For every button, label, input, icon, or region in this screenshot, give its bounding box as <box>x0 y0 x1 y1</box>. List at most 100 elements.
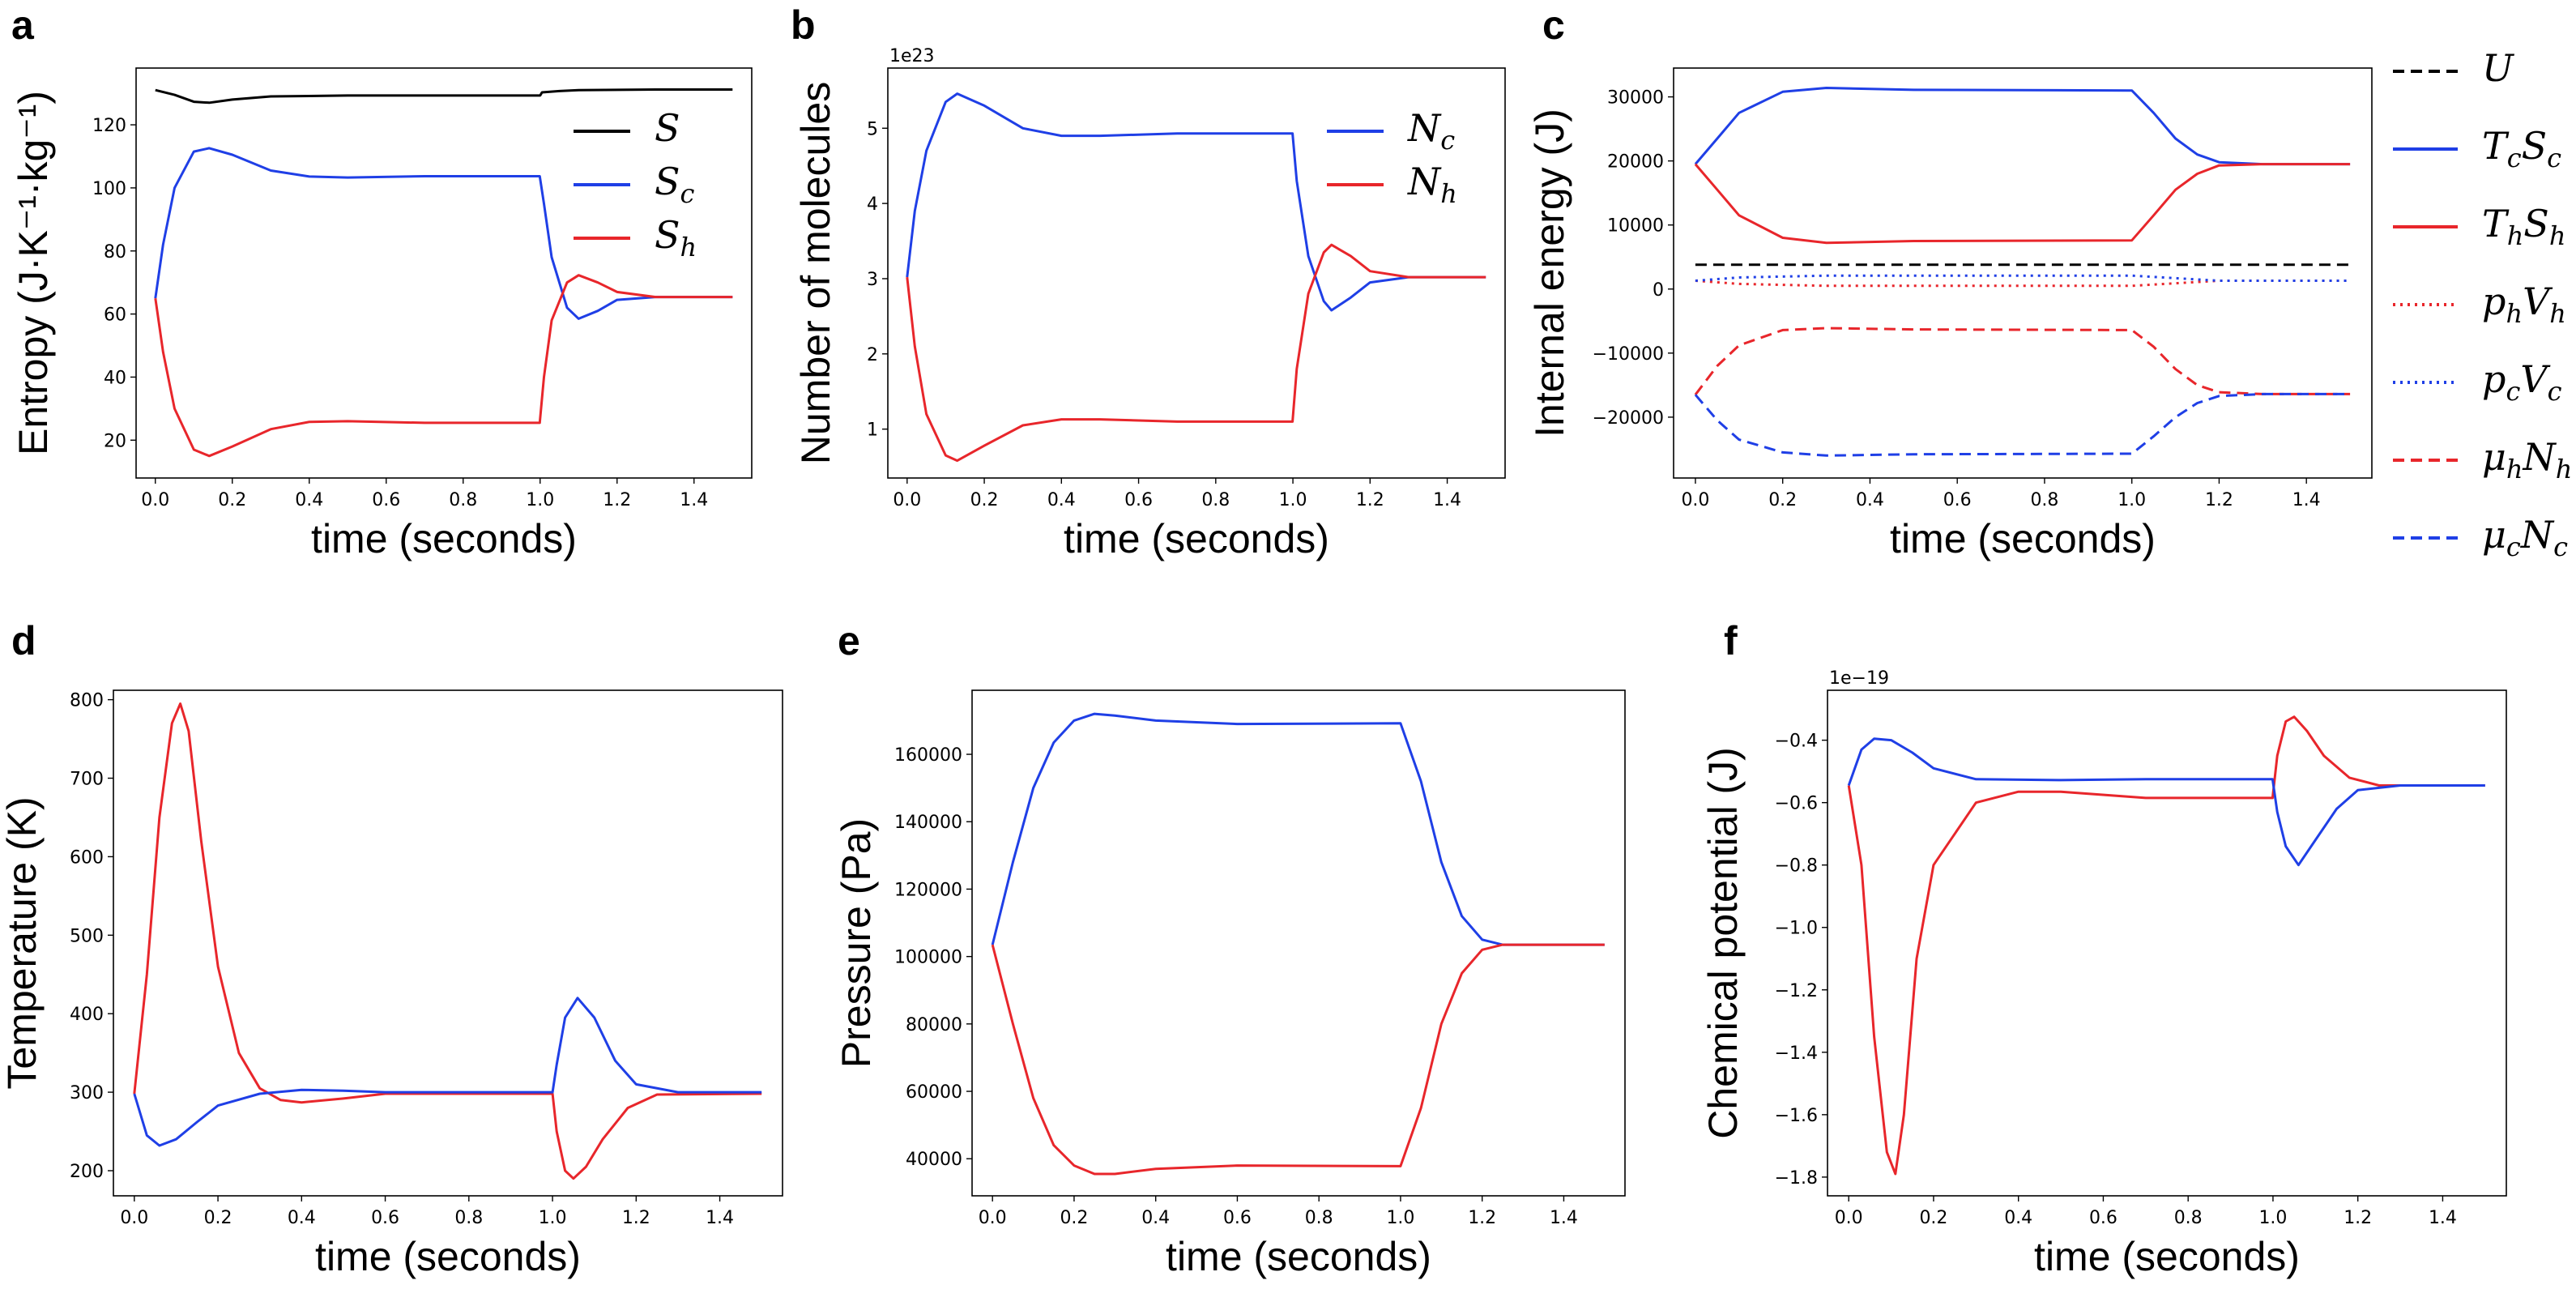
y-tick-label: 40 <box>104 368 126 388</box>
legend-entry-phVh: phVh <box>2482 280 2566 329</box>
legend-entry-μhNh: μhNh <box>2482 435 2572 484</box>
y-tick-label: 3 <box>867 270 878 290</box>
series-line-TSc <box>1694 87 2351 166</box>
series-line-Nc <box>1694 392 2351 457</box>
y-tick-label: 200 <box>70 1162 104 1182</box>
y-tick-label: −20000 <box>1593 408 1664 429</box>
y-axis-label: Chemical potential (J) <box>1700 747 1746 1139</box>
y-tick-label: 80000 <box>906 1015 962 1035</box>
x-tick-label: 0.4 <box>295 490 323 510</box>
x-tick-label: 1.0 <box>526 490 554 510</box>
plot-frame <box>113 689 783 1197</box>
y-axis-label: Temperature (K) <box>0 796 45 1089</box>
panel-letter-c: c <box>1542 2 1565 48</box>
y-tick-label: −1.0 <box>1775 919 1818 939</box>
x-tick-label: 1.4 <box>680 490 708 510</box>
y-axis-label: Internal energy (J) <box>1527 109 1572 437</box>
y-axis-label: Number of molecules <box>793 82 838 464</box>
x-tick-label: 1.0 <box>1279 490 1307 510</box>
y-tick-label: −1.4 <box>1775 1044 1818 1064</box>
x-tick-label: 0.2 <box>970 490 999 510</box>
y-tick-label: −0.8 <box>1775 856 1818 877</box>
panel-a: 0.0 0.2 0.4 0.6 0.8 1.0 1.2 1.4 20 40 60 80 100 120 ti… <box>11 67 753 561</box>
panel-e: 0.0 0.2 0.4 0.6 0.8 1.0 1.2 1.4 40000 60000 80000 1… <box>834 689 1626 1279</box>
x-tick-label: 0.0 <box>141 490 169 510</box>
series-line-Sh <box>154 274 733 458</box>
legend-entry-pcVc: pcVc <box>2482 357 2562 407</box>
x-tick-label: 1.0 <box>539 1208 567 1228</box>
axis-offset-label: 1e−19 <box>1829 668 1889 689</box>
x-tick-label: 1.0 <box>1386 1208 1414 1228</box>
panel-letter-f: f <box>1724 618 1738 664</box>
series-line-h <box>1847 715 2485 1176</box>
x-tick-label: 0.8 <box>454 1208 483 1228</box>
x-tick-label: 1.2 <box>603 490 631 510</box>
panel-letter-b: b <box>791 2 816 48</box>
y-tick-label: 20000 <box>1607 152 1664 173</box>
x-tick-label: 0.8 <box>2030 490 2058 510</box>
x-axis-label: time (seconds) <box>1890 516 2156 561</box>
panel-d: 0.0 0.2 0.4 0.6 0.8 1.0 1.2 1.4 200 300 400 500 600 7… <box>0 689 783 1279</box>
y-tick-label: 2 <box>867 345 878 365</box>
y-tick-label: 40000 <box>906 1150 962 1170</box>
x-tick-label: 1.0 <box>2258 1208 2287 1228</box>
x-tick-label: 1.4 <box>2429 1208 2457 1228</box>
x-tick-label: 1.4 <box>1433 490 1461 510</box>
series-line-S <box>155 88 733 105</box>
x-tick-label: 0.4 <box>1856 490 1884 510</box>
x-tick-label: 0.0 <box>1835 1208 1863 1228</box>
series-line-Tc <box>133 997 762 1147</box>
plot-frame <box>1673 67 2373 479</box>
x-tick-label: 0.6 <box>1124 490 1153 510</box>
x-tick-label: 0.6 <box>371 1208 399 1228</box>
legend-entry-TcSc: TcSc <box>2482 124 2561 173</box>
x-axis-label: time (seconds) <box>1166 1234 1431 1279</box>
legend-entry-Sh: Sh <box>655 213 697 262</box>
panel-letter-e: e <box>838 618 860 664</box>
x-axis-label: time (seconds) <box>1064 516 1329 561</box>
y-tick-label: 800 <box>70 691 104 711</box>
y-tick-label: −1.8 <box>1775 1168 1818 1189</box>
legend-entry-ThSh: ThSh <box>2482 202 2565 251</box>
x-tick-label: 0.2 <box>1919 1208 1947 1228</box>
y-tick-label: 100000 <box>894 948 962 968</box>
x-tick-label: 0.8 <box>449 490 477 510</box>
y-tick-label: 60000 <box>906 1082 962 1103</box>
x-axis-label: time (seconds) <box>315 1234 581 1279</box>
x-tick-label: 1.2 <box>2205 490 2233 510</box>
x-tick-label: 1.2 <box>2344 1208 2372 1228</box>
series-line-pc <box>991 712 1605 946</box>
plot-frame <box>135 67 753 479</box>
y-tick-label: −10000 <box>1593 344 1664 365</box>
panel-c: 0.0 0.2 0.4 0.6 0.8 1.0 1.2 1.4 −20000 −10000 0 100… <box>1527 46 2572 562</box>
y-tick-label: 500 <box>70 926 104 946</box>
y-tick-label: 400 <box>70 1005 104 1025</box>
x-axis-label: time (seconds) <box>2034 1234 2300 1279</box>
panel-letter-a: a <box>11 2 35 48</box>
series-line-TSh <box>1694 163 2351 245</box>
panel-f: 0.0 0.2 0.4 0.6 0.8 1.0 1.2 1.4 −1.8 −1.6 −1.4 −1.2… <box>1700 668 2507 1279</box>
x-tick-label: 1.2 <box>1356 490 1384 510</box>
series-line-ph <box>991 943 1605 1176</box>
series-line-Sc <box>154 147 733 320</box>
x-tick-label: 0.4 <box>288 1208 316 1228</box>
x-tick-label: 0.6 <box>1943 490 1972 510</box>
x-tick-label: 1.4 <box>706 1208 734 1228</box>
series-line-pVh <box>1695 280 2351 288</box>
x-tick-label: 0.2 <box>218 490 246 510</box>
y-tick-label: 4 <box>867 194 878 215</box>
series-line-Nh <box>1694 326 2351 396</box>
x-tick-label: 0.4 <box>1141 1208 1170 1228</box>
x-tick-label: 0.0 <box>1681 490 1709 510</box>
legend-entry-Sc: Sc <box>655 160 695 209</box>
y-tick-label: 20 <box>104 431 126 451</box>
series-line-Nh <box>906 243 1486 463</box>
y-tick-label: 600 <box>70 847 104 868</box>
y-tick-label: −0.6 <box>1775 794 1818 814</box>
x-tick-label: 0.8 <box>1201 490 1230 510</box>
y-tick-label: 80 <box>104 242 126 262</box>
x-tick-label: 1.0 <box>2118 490 2146 510</box>
y-axis-label: Pressure (Pa) <box>834 818 879 1068</box>
y-axis-label: Entropy (J·K⁻¹·kg⁻¹) <box>11 91 56 455</box>
